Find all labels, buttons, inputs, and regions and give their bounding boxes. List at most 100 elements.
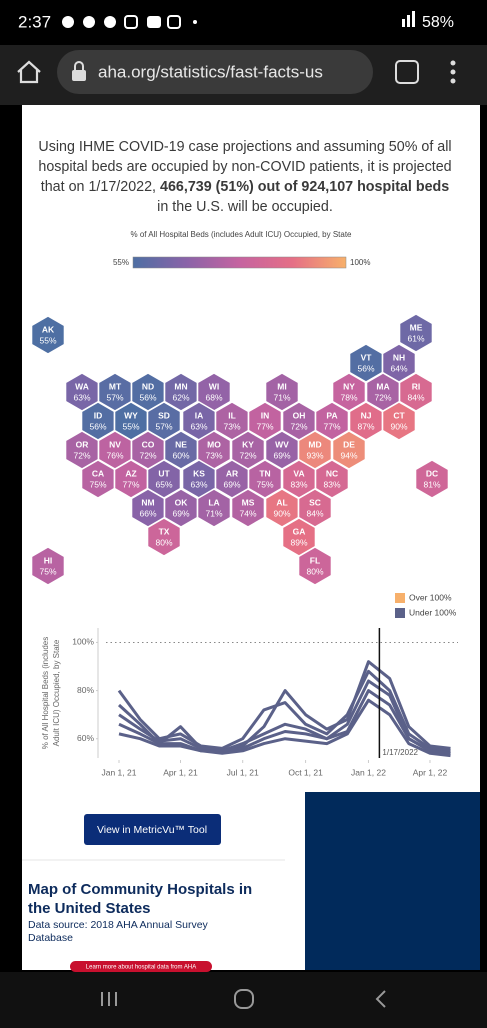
state-abbr: MS	[242, 497, 255, 507]
hexagon	[30, 546, 66, 586]
state-value: 66%	[139, 508, 156, 518]
url[interactable]: aha.org/statistics/fast-facts-us	[98, 62, 323, 81]
state-abbr: UT	[158, 468, 170, 478]
state-value: 81%	[423, 479, 440, 489]
state-abbr: SD	[158, 410, 170, 420]
state-abbr: WI	[209, 381, 219, 391]
navy-panel	[305, 792, 480, 970]
state-value: 61%	[407, 333, 424, 343]
state-value: 75%	[256, 479, 273, 489]
home-nav-button[interactable]	[234, 989, 254, 1009]
state-value: 90%	[273, 508, 290, 518]
battery: 58%	[422, 14, 454, 31]
y-tick-label: 100%	[72, 637, 94, 647]
notification-icons	[62, 11, 415, 29]
color-scale	[132, 256, 347, 269]
state-abbr: DE	[343, 439, 355, 449]
address-bar[interactable]	[57, 50, 373, 94]
state-value: 87%	[357, 421, 374, 431]
nav-bar	[0, 972, 487, 1028]
home-button[interactable]	[17, 60, 41, 84]
clock: 2:37	[18, 12, 51, 31]
learn-more-label[interactable]: Learn more about hospital data from AHA	[86, 965, 196, 971]
state-abbr: PA	[326, 410, 337, 420]
state-value: 68%	[205, 392, 222, 402]
state-abbr: OH	[293, 410, 306, 420]
hexagon	[381, 401, 417, 441]
state-value: 94%	[340, 450, 357, 460]
hexagon	[414, 459, 450, 499]
scale-title: % of All Hospital Beds (includes Adult I…	[131, 230, 353, 239]
state-abbr: ID	[94, 410, 103, 420]
state-value: 90%	[390, 421, 407, 431]
state-value: 72%	[139, 450, 156, 460]
series-line	[118, 679, 451, 755]
state-abbr: MT	[109, 381, 122, 391]
state-abbr: KS	[193, 468, 205, 478]
state-abbr: NV	[109, 439, 121, 449]
state-value: 76%	[106, 450, 123, 460]
state-abbr: SC	[309, 497, 321, 507]
state-value: 84%	[306, 508, 323, 518]
metricvu-button[interactable]	[84, 814, 221, 845]
state-value: 93%	[306, 450, 323, 460]
state-abbr: AR	[226, 468, 238, 478]
state-abbr: ND	[142, 381, 154, 391]
metricvu-button-label[interactable]: View in MetricVu™ Tool	[97, 824, 207, 836]
state-abbr: NH	[393, 352, 405, 362]
hexagon	[146, 517, 182, 557]
state-abbr: MA	[376, 381, 389, 391]
state-value: 62%	[172, 392, 189, 402]
state-abbr: CA	[92, 468, 104, 478]
legend-label: Under 100%	[409, 607, 457, 617]
section-source: Data source: 2018 AHA Annual Survey Data…	[28, 919, 208, 944]
recents-button[interactable]	[101, 992, 117, 1006]
state-value: 55%	[122, 421, 139, 431]
state-value: 75%	[39, 566, 56, 576]
hexagon	[230, 488, 266, 528]
state-abbr: NM	[141, 497, 154, 507]
state-value: 74%	[239, 508, 256, 518]
state-abbr: AK	[42, 324, 55, 334]
scale-min: 55%	[113, 258, 129, 267]
x-tick-label: Jan 1, 22	[351, 767, 386, 777]
state-value: 72%	[290, 421, 307, 431]
legend-swatch	[395, 593, 405, 603]
section-title: Map of Community Hospitals in the United…	[28, 881, 253, 917]
state-value: 56%	[357, 363, 374, 373]
scale-max: 100%	[350, 258, 370, 267]
hex-map: AK55%ME61%VT56%NH64%WA63%MT57%ND56%MN62%…	[30, 313, 450, 586]
x-tick-label: Oct 1, 21	[288, 767, 323, 777]
tabs-button[interactable]	[395, 60, 419, 84]
state-value: 69%	[172, 508, 189, 518]
state-abbr: IN	[261, 410, 270, 420]
state-value: 64%	[390, 363, 407, 373]
state-abbr: CT	[393, 410, 405, 420]
line-chart: 60% 80% 100% Jan 1, 21 Apr 1, 21 Jul 1, 21 Oct…	[41, 592, 458, 777]
state-value: 84%	[407, 392, 424, 402]
state-value: 69%	[273, 450, 290, 460]
learn-more-button[interactable]	[70, 961, 212, 972]
lock-icon	[72, 61, 86, 81]
state-value: 63%	[190, 421, 207, 431]
back-button[interactable]	[375, 990, 386, 1008]
state-abbr: WA	[75, 381, 89, 391]
menu-button[interactable]	[450, 60, 456, 84]
state-abbr: WV	[275, 439, 289, 449]
state-abbr: VA	[293, 468, 304, 478]
y-tick-label: 80%	[77, 685, 94, 695]
state-value: 73%	[223, 421, 240, 431]
x-tick-label: Jan 1, 21	[101, 767, 136, 777]
state-value: 83%	[290, 479, 307, 489]
date-marker-label: 1/17/2022	[382, 748, 418, 757]
state-value: 78%	[340, 392, 357, 402]
state-abbr: NJ	[361, 410, 372, 420]
state-abbr: KY	[242, 439, 254, 449]
x-tick-label: Apr 1, 21	[163, 767, 198, 777]
